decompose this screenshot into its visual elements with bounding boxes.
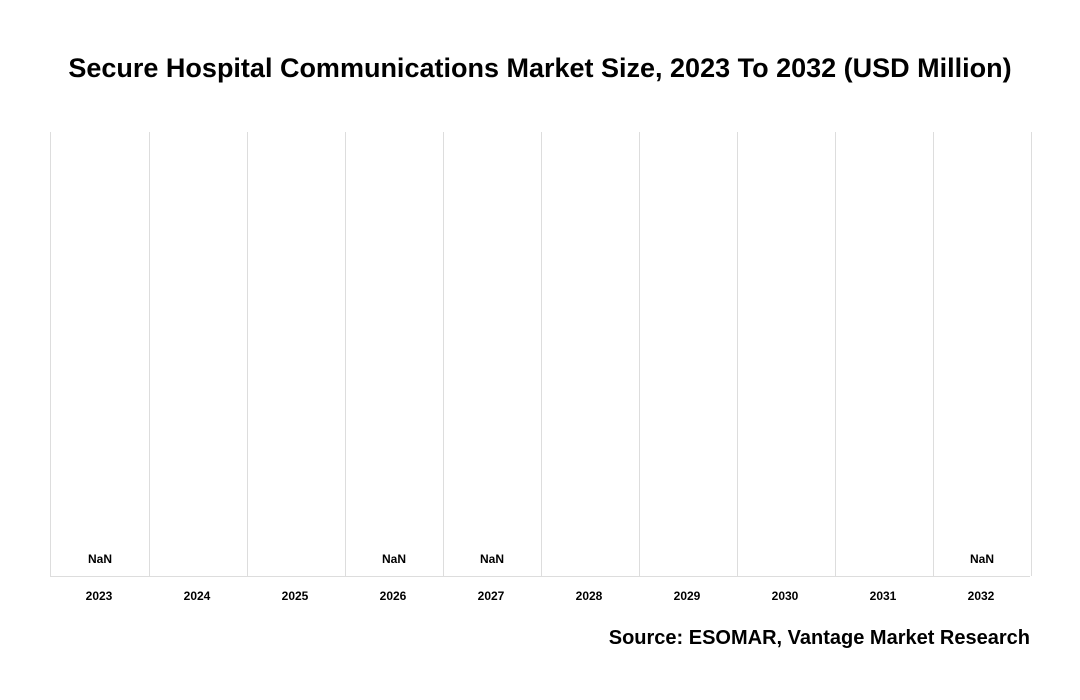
x-axis-tick-label: 2031 [870, 589, 897, 603]
x-axis-tick-label: 2025 [282, 589, 309, 603]
source-attribution: Source: ESOMAR, Vantage Market Research [609, 627, 1030, 650]
x-axis-tick-label: 2029 [674, 589, 701, 603]
x-axis-tick-label: 2032 [968, 589, 995, 603]
bar-value-label: NaN [382, 552, 406, 566]
bar-value-label: NaN [480, 552, 504, 566]
gridline [345, 132, 346, 576]
gridline [737, 132, 738, 576]
bar-value-label: NaN [970, 552, 994, 566]
bar-value-label: NaN [88, 552, 112, 566]
gridline [1031, 132, 1032, 576]
gridline [443, 132, 444, 576]
gridline [541, 132, 542, 576]
x-axis-tick-label: 2026 [380, 589, 407, 603]
chart-title: Secure Hospital Communications Market Si… [50, 53, 1030, 84]
x-axis-tick-label: 2030 [772, 589, 799, 603]
gridline [149, 132, 150, 576]
x-axis-tick-label: 2027 [478, 589, 505, 603]
gridline [639, 132, 640, 576]
x-axis-tick-label: 2028 [576, 589, 603, 603]
plot-area: NaN NaN NaN NaN [50, 132, 1030, 577]
gridline [247, 132, 248, 576]
gridline [835, 132, 836, 576]
gridline [933, 132, 934, 576]
x-axis-tick-label: 2024 [184, 589, 211, 603]
x-axis-tick-label: 2023 [86, 589, 113, 603]
